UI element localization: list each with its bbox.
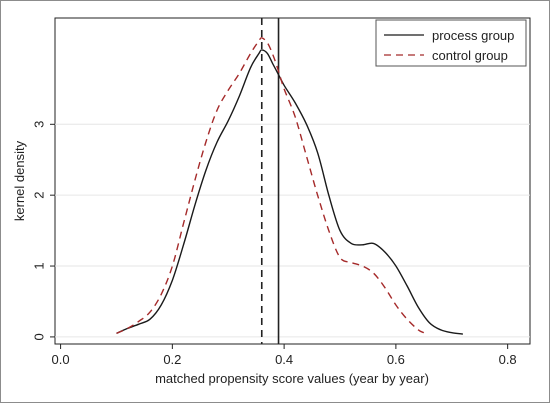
x-tick-label: 0.0 [52,352,70,367]
y-tick-label: 2 [31,192,46,199]
x-tick-label: 0.6 [387,352,405,367]
grid-lines [55,123,530,338]
legend-label-control-group: control group [432,48,508,63]
axis-ticks: 0 1 2 3 0.0 0.2 0.4 0.6 0.8 [31,121,516,367]
series-line-control-group [116,37,425,335]
x-tick-label: 0.2 [163,352,181,367]
series-lines [116,37,464,335]
y-tick-label: 0 [31,333,46,340]
legend: process group control group [375,19,527,67]
y-axis-title: kernel density [12,140,27,221]
y-tick-label: 3 [31,121,46,128]
x-tick-label: 0.4 [275,352,293,367]
y-tick-label: 1 [31,262,46,269]
legend-label-process-group: process group [432,28,514,43]
series-line-process-group [116,49,464,335]
x-axis-title: matched propensity score values (year by… [155,371,429,386]
x-tick-label: 0.8 [499,352,517,367]
legend-box [375,19,527,67]
plot-area [54,17,531,345]
